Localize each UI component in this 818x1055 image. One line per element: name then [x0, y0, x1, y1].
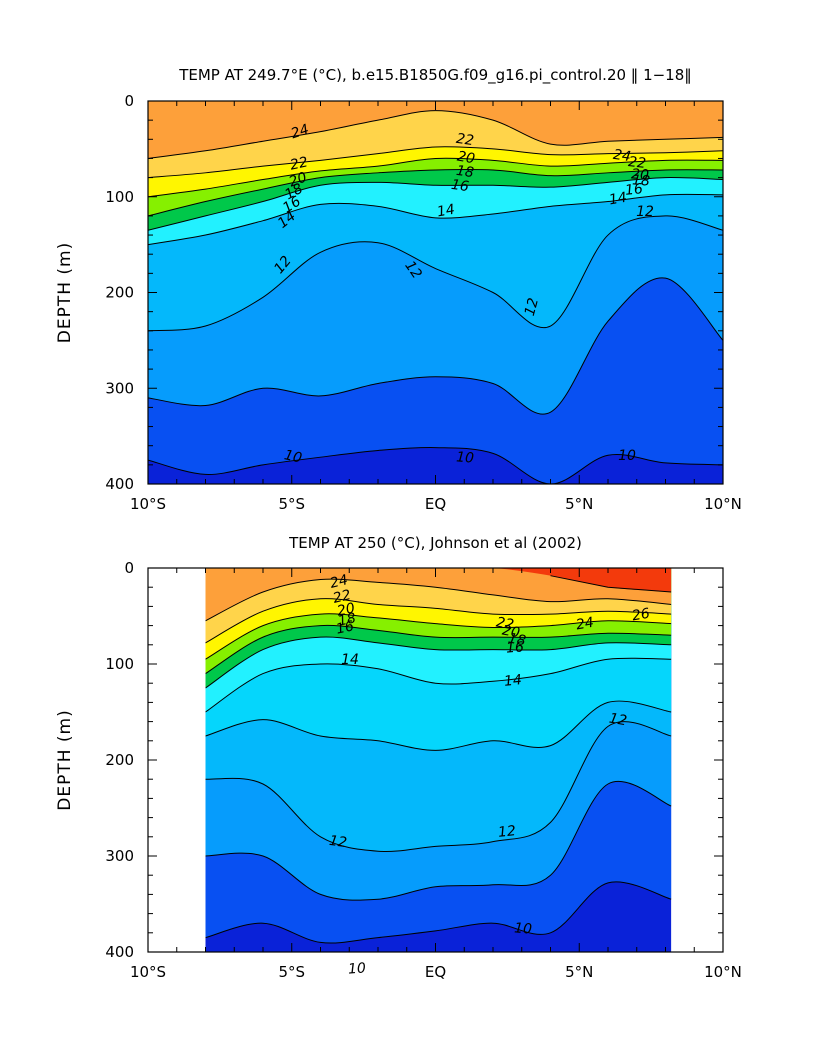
y-tick-label: 0	[124, 559, 134, 577]
y-tick-label: 200	[105, 284, 134, 302]
y-tick-label: 400	[105, 943, 134, 961]
contour-13	[205, 700, 672, 751]
x-tick-label: EQ	[425, 495, 446, 513]
y-axis-label: DEPTH (m)	[55, 709, 75, 810]
contour-label: 26	[631, 606, 651, 625]
contour-14	[148, 193, 723, 246]
contour-11	[205, 781, 672, 901]
contour-10	[205, 881, 672, 944]
contour-label: 22	[627, 154, 646, 172]
x-tick-label: 5°N	[565, 495, 593, 513]
contour-label: 20	[501, 623, 521, 642]
contour-label: 20	[336, 600, 357, 619]
contour-26	[550, 575, 672, 593]
chart-title: TEMP AT 249.7°E (°C), b.e15.B1850G.f09_g…	[178, 66, 692, 85]
contour-label: 24	[575, 615, 595, 634]
y-tick-label: 400	[105, 475, 134, 493]
contour-label: 22	[495, 615, 515, 634]
contour-label: 20	[631, 166, 650, 183]
contour-label: 12	[636, 204, 654, 220]
y-axis-label: DEPTH (m)	[55, 242, 75, 343]
contour-12	[148, 215, 723, 332]
contour-label: 22	[331, 587, 352, 607]
contour-label: 12	[522, 296, 542, 317]
x-tick-label: 10°S	[130, 495, 166, 513]
contour-label: 12	[608, 711, 628, 730]
x-tick-label: 10°N	[704, 963, 742, 981]
tick-marks	[147, 100, 724, 485]
contour-22	[205, 598, 672, 644]
contour-11	[148, 277, 723, 415]
contour-20	[205, 613, 672, 660]
contour-label: 10	[456, 449, 475, 466]
contour-lines	[148, 110, 723, 484]
tick-marks	[147, 567, 724, 953]
y-tick-label: 100	[105, 655, 134, 673]
chart-title: TEMP AT 250 (°C), Johnson et al (2002)	[288, 534, 582, 552]
contour-label: 20	[456, 149, 476, 168]
contour-10	[148, 447, 723, 484]
contour-label: 18	[632, 172, 651, 189]
contour-14	[205, 657, 672, 713]
contour-label: 14	[436, 202, 456, 221]
contour-label: 18	[282, 181, 305, 204]
contour-18	[205, 624, 672, 675]
contour-label: 22	[455, 131, 475, 149]
band-24	[205, 568, 672, 621]
x-tick-label: 5°S	[278, 495, 305, 513]
contour-label: 24	[612, 147, 632, 165]
contour-24	[148, 110, 723, 159]
contour-label: 22	[289, 154, 310, 173]
x-tick-label: 10°N	[704, 495, 742, 513]
contour-fill-layer	[148, 101, 723, 484]
x-tick-label: 10°S	[130, 963, 166, 981]
contour-20	[148, 157, 723, 198]
band-26	[205, 568, 672, 592]
contour-label: 10	[618, 448, 636, 464]
contour-label: 24	[289, 122, 311, 143]
contour-label: 24	[328, 572, 349, 592]
contour-label: 18	[507, 631, 527, 650]
contour-label: 10	[283, 447, 304, 466]
y-tick-label: 0	[124, 92, 134, 110]
y-tick-label: 300	[105, 847, 134, 865]
x-tick-label: 5°S	[278, 963, 305, 981]
contour-label: 16	[506, 639, 525, 656]
contour-label: 16	[450, 177, 470, 195]
contour-fill-layer	[205, 568, 672, 952]
contour-label: 12	[497, 823, 516, 841]
top-panel: 2422201816141210222018161412122422201816…	[55, 66, 742, 513]
contour-label: 10	[348, 960, 367, 977]
contour-label: 14	[503, 672, 522, 690]
contour-16	[205, 636, 672, 689]
y-tick-label: 100	[105, 188, 134, 206]
y-tick-label: 200	[105, 751, 134, 769]
contour-label: 18	[337, 610, 358, 629]
contour-12	[205, 721, 672, 853]
contour-22	[148, 146, 723, 179]
contour-18	[148, 168, 723, 217]
contour-24	[205, 578, 672, 622]
x-tick-label: 5°N	[565, 963, 593, 981]
contour-label: 16	[335, 618, 356, 637]
contour-label: 10	[514, 920, 533, 937]
contour-label: 12	[328, 833, 348, 851]
y-tick-label: 300	[105, 379, 134, 397]
contour-label: 16	[624, 181, 643, 199]
contour-lines	[205, 575, 672, 944]
contour-label: 20	[287, 169, 309, 190]
contour-16	[148, 177, 723, 231]
contour-label: 14	[341, 652, 359, 668]
contour-label: 14	[608, 190, 628, 209]
x-tick-label: EQ	[425, 963, 446, 981]
contour-label: 18	[455, 163, 475, 181]
